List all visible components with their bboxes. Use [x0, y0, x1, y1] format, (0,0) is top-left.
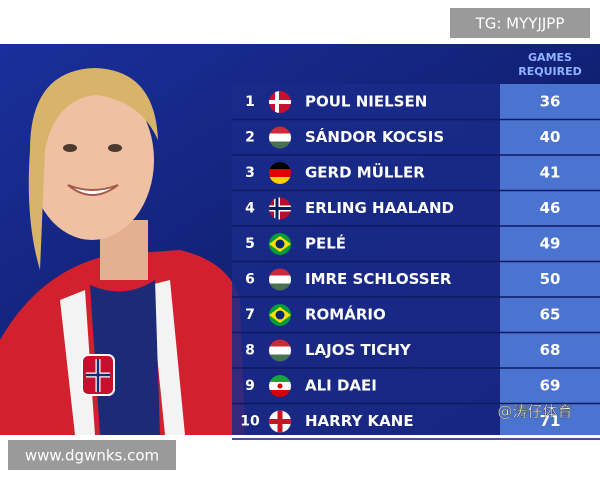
watermark-box: [450, 8, 590, 38]
flag-part: [269, 169, 291, 177]
games-value: 50: [540, 270, 561, 288]
watermark-box: [8, 440, 176, 470]
player-name: HARRY KANE: [305, 412, 414, 430]
flag-part: [277, 383, 283, 389]
table-row: 6 IMRE SCHLOSSER 50: [232, 268, 600, 298]
flag-part: [269, 339, 291, 347]
flag-part: [269, 268, 291, 276]
games-header: GAMES: [528, 51, 572, 64]
games-value: 69: [540, 377, 561, 395]
flag: [269, 197, 291, 220]
flag-part: [269, 375, 291, 382]
player-name: ROMÁRIO: [305, 305, 386, 324]
games-header: REQUIRED: [518, 65, 581, 78]
flag-part: [275, 239, 285, 249]
flag-part: [269, 126, 291, 134]
table-row: 2 SÁNDOR KOCSIS 40: [232, 126, 600, 156]
games-value: 40: [540, 128, 561, 146]
games-value: 49: [540, 235, 561, 253]
flag-part: [269, 177, 291, 184]
flag: [269, 304, 291, 326]
flag-part: [269, 275, 291, 284]
table-row: 9 ALI DAEI 69: [232, 375, 600, 405]
flag: [269, 339, 291, 362]
flag-part: [269, 162, 291, 169]
flag-part: [269, 419, 291, 424]
table-row: 7 ROMÁRIO 65: [232, 304, 600, 334]
player-name: LAJOS TICHY: [305, 341, 412, 359]
rank: 3: [245, 165, 255, 181]
rank: 8: [245, 343, 255, 359]
watermark-corner: @涛仔体育: [497, 403, 572, 421]
player-name: POUL NIELSEN: [305, 93, 427, 111]
table-row: 8 LAJOS TICHY 68: [232, 339, 600, 369]
rank: 2: [245, 130, 255, 146]
games-value: 65: [540, 306, 561, 324]
table-row: 1 POUL NIELSEN 36: [232, 91, 600, 121]
table-row: 4 ERLING HAALAND 46: [232, 197, 600, 227]
flag: [269, 410, 291, 433]
flag-part: [269, 354, 291, 362]
flag-part: [275, 310, 285, 320]
flag: [269, 126, 291, 149]
table-rows: 1 POUL NIELSEN 36 2 SÁNDOR KOCSIS 40 3 GERD MÜL…: [232, 91, 600, 440]
flag-part: [269, 207, 291, 210]
rank: 5: [245, 236, 255, 252]
flag: [269, 233, 291, 255]
player-name: IMRE SCHLOSSER: [305, 270, 452, 288]
rank: 9: [245, 378, 255, 394]
rank: 6: [245, 272, 255, 288]
player-name: ERLING HAALAND: [305, 199, 454, 217]
player-name: SÁNDOR KOCSIS: [305, 127, 444, 146]
flag-part: [269, 133, 291, 142]
flag-part: [269, 346, 291, 355]
flag-part: [269, 141, 291, 149]
flag-part: [269, 283, 291, 291]
rank: 4: [245, 201, 255, 217]
flag: [269, 162, 291, 184]
flag-part: [269, 390, 291, 397]
table-row: 5 PELÉ 49: [232, 233, 600, 263]
rank: 10: [240, 414, 260, 430]
games-value: 68: [540, 341, 561, 359]
games-value: 46: [540, 199, 561, 217]
flag-part: [269, 100, 291, 104]
rank: 1: [245, 94, 255, 110]
flag: [269, 375, 291, 397]
table-row: 3 GERD MÜLLER 41: [232, 162, 600, 192]
player-name: GERD MÜLLER: [305, 163, 425, 182]
watermark-top: TG: MYYJJPP: [475, 15, 565, 33]
player-photo: [0, 68, 245, 435]
games-column: [500, 84, 600, 435]
games-value: 36: [540, 93, 561, 111]
games-value: 41: [540, 164, 561, 182]
table-row: 10 HARRY KANE 71: [232, 410, 600, 440]
player-name: ALI DAEI: [305, 377, 377, 395]
player-name: PELÉ: [305, 234, 346, 253]
games-value: 71: [540, 412, 561, 430]
flag: [269, 91, 291, 113]
watermark-bottom: www.dgwnks.com: [25, 447, 159, 465]
flag: [269, 268, 291, 291]
rank: 7: [245, 307, 255, 323]
